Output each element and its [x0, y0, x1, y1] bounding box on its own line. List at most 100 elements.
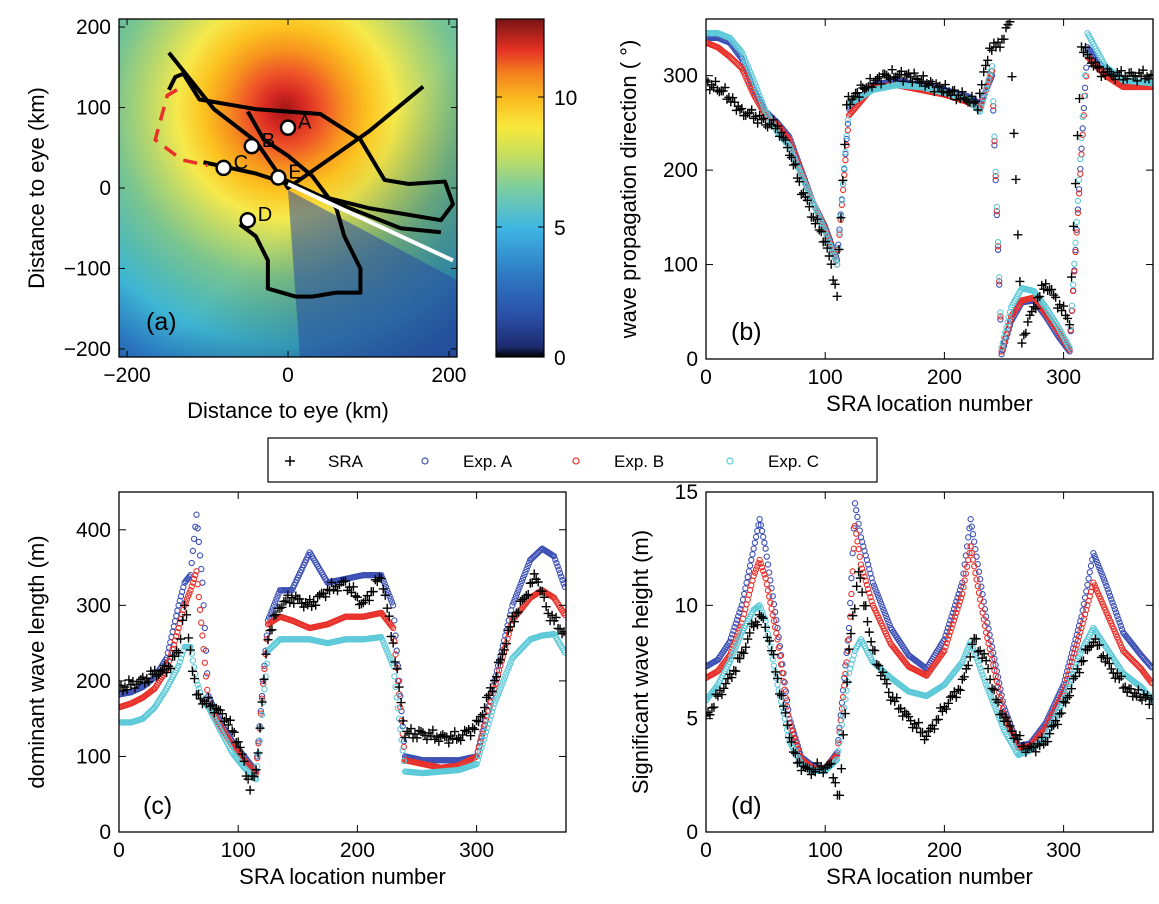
point-sra [872, 73, 882, 83]
point-exp-a [510, 599, 517, 606]
point-exp-b [844, 127, 851, 134]
point-exp-b [768, 605, 775, 612]
point-sra [1069, 221, 1079, 231]
point-exp-c [1081, 71, 1089, 79]
point-sra [775, 131, 785, 141]
point-exp-c [481, 732, 489, 739]
point-exp-c [742, 57, 749, 64]
x-tick-label: 200 [927, 839, 962, 862]
point-exp-a [522, 568, 529, 576]
point-exp-c [1068, 302, 1076, 309]
point-exp-b [392, 651, 399, 658]
point-sra [828, 773, 838, 783]
point-sra [164, 661, 174, 671]
point-exp-b [763, 581, 770, 588]
point-exp-b [857, 561, 865, 568]
point-sra [794, 757, 804, 767]
point-exp-b [844, 647, 851, 655]
point-exp-c [1073, 660, 1080, 668]
point-exp-a [272, 599, 279, 606]
point-exp-a [190, 535, 198, 542]
point-exp-c [749, 74, 756, 81]
point-sra [1116, 66, 1126, 76]
point-label-d: D [258, 204, 272, 226]
point-exp-c [385, 651, 392, 658]
point-sra [812, 758, 822, 768]
point-exp-b [760, 567, 767, 575]
point-sra [277, 602, 287, 612]
point-sra [362, 591, 372, 601]
point-exp-b [390, 624, 397, 632]
point-exp-b [953, 609, 960, 617]
point-exp-a [844, 120, 851, 127]
point-exp-a [1080, 600, 1088, 608]
point-sra [804, 202, 814, 212]
point-exp-a [969, 531, 977, 538]
point-exp-c [736, 635, 743, 642]
point-sra [543, 608, 553, 618]
point-sra [468, 723, 478, 733]
point-sra [1110, 74, 1120, 84]
point-exp-a [875, 594, 882, 601]
point-sra [1045, 729, 1055, 739]
point-exp-a [1115, 616, 1122, 623]
point-exp-a [193, 511, 200, 518]
point-exp-a [196, 552, 204, 559]
point-sra [728, 93, 738, 103]
low-wind-sector [288, 190, 457, 357]
point-sra [166, 664, 176, 674]
point-exp-a [885, 618, 892, 626]
point-exp-a [845, 624, 853, 632]
point-exp-a [752, 533, 760, 541]
point-exp-b [561, 611, 566, 618]
point-exp-b [966, 550, 973, 557]
point-label-a: A [298, 112, 312, 134]
point-exp-c [758, 99, 766, 106]
y-tick-label: 100 [76, 97, 111, 120]
point-exp-c [978, 668, 985, 675]
point-exp-c [805, 188, 812, 195]
point-exp-a [873, 588, 880, 595]
point-sra [400, 733, 410, 743]
point-sra [717, 690, 727, 700]
point-exp-a [842, 150, 849, 158]
point-marker-c [215, 159, 232, 177]
point-sra [227, 726, 237, 736]
point-sra [420, 730, 430, 740]
x-tick-label: −200 [103, 364, 150, 387]
point-sra [848, 611, 858, 621]
point-sra [217, 709, 227, 719]
point-exp-b [198, 619, 205, 626]
point-exp-a [561, 583, 566, 590]
point-sra [225, 715, 235, 725]
point-exp-b [962, 570, 970, 577]
point-sra [971, 634, 981, 644]
point-sra [450, 727, 460, 737]
x-axis-label: SRA location number [826, 864, 1033, 889]
point-sra [511, 608, 521, 618]
panel-label: (c) [143, 792, 172, 820]
point-sra [491, 672, 501, 682]
point-sra [541, 602, 551, 612]
point-sra [790, 159, 800, 169]
point-sra [714, 87, 724, 97]
point-exp-b [950, 617, 958, 624]
point-exp-b [788, 143, 795, 150]
point-exp-a [1087, 562, 1095, 570]
point-marker-e [270, 169, 287, 186]
point-sra [1090, 634, 1100, 644]
y-tick-label: 0 [686, 821, 698, 844]
point-sra [1037, 732, 1047, 742]
point-sra [743, 634, 753, 644]
point-sra [311, 600, 321, 610]
point-exp-b [1074, 209, 1082, 217]
point-exp-a [838, 699, 846, 706]
point-sra [1055, 709, 1065, 719]
point-sra [253, 748, 263, 758]
point-sra [918, 727, 928, 737]
point-sra [529, 569, 539, 579]
point-exp-a [511, 596, 518, 603]
point-sra [937, 706, 947, 716]
point-sra [1074, 94, 1084, 104]
point-exp-a [781, 679, 788, 686]
